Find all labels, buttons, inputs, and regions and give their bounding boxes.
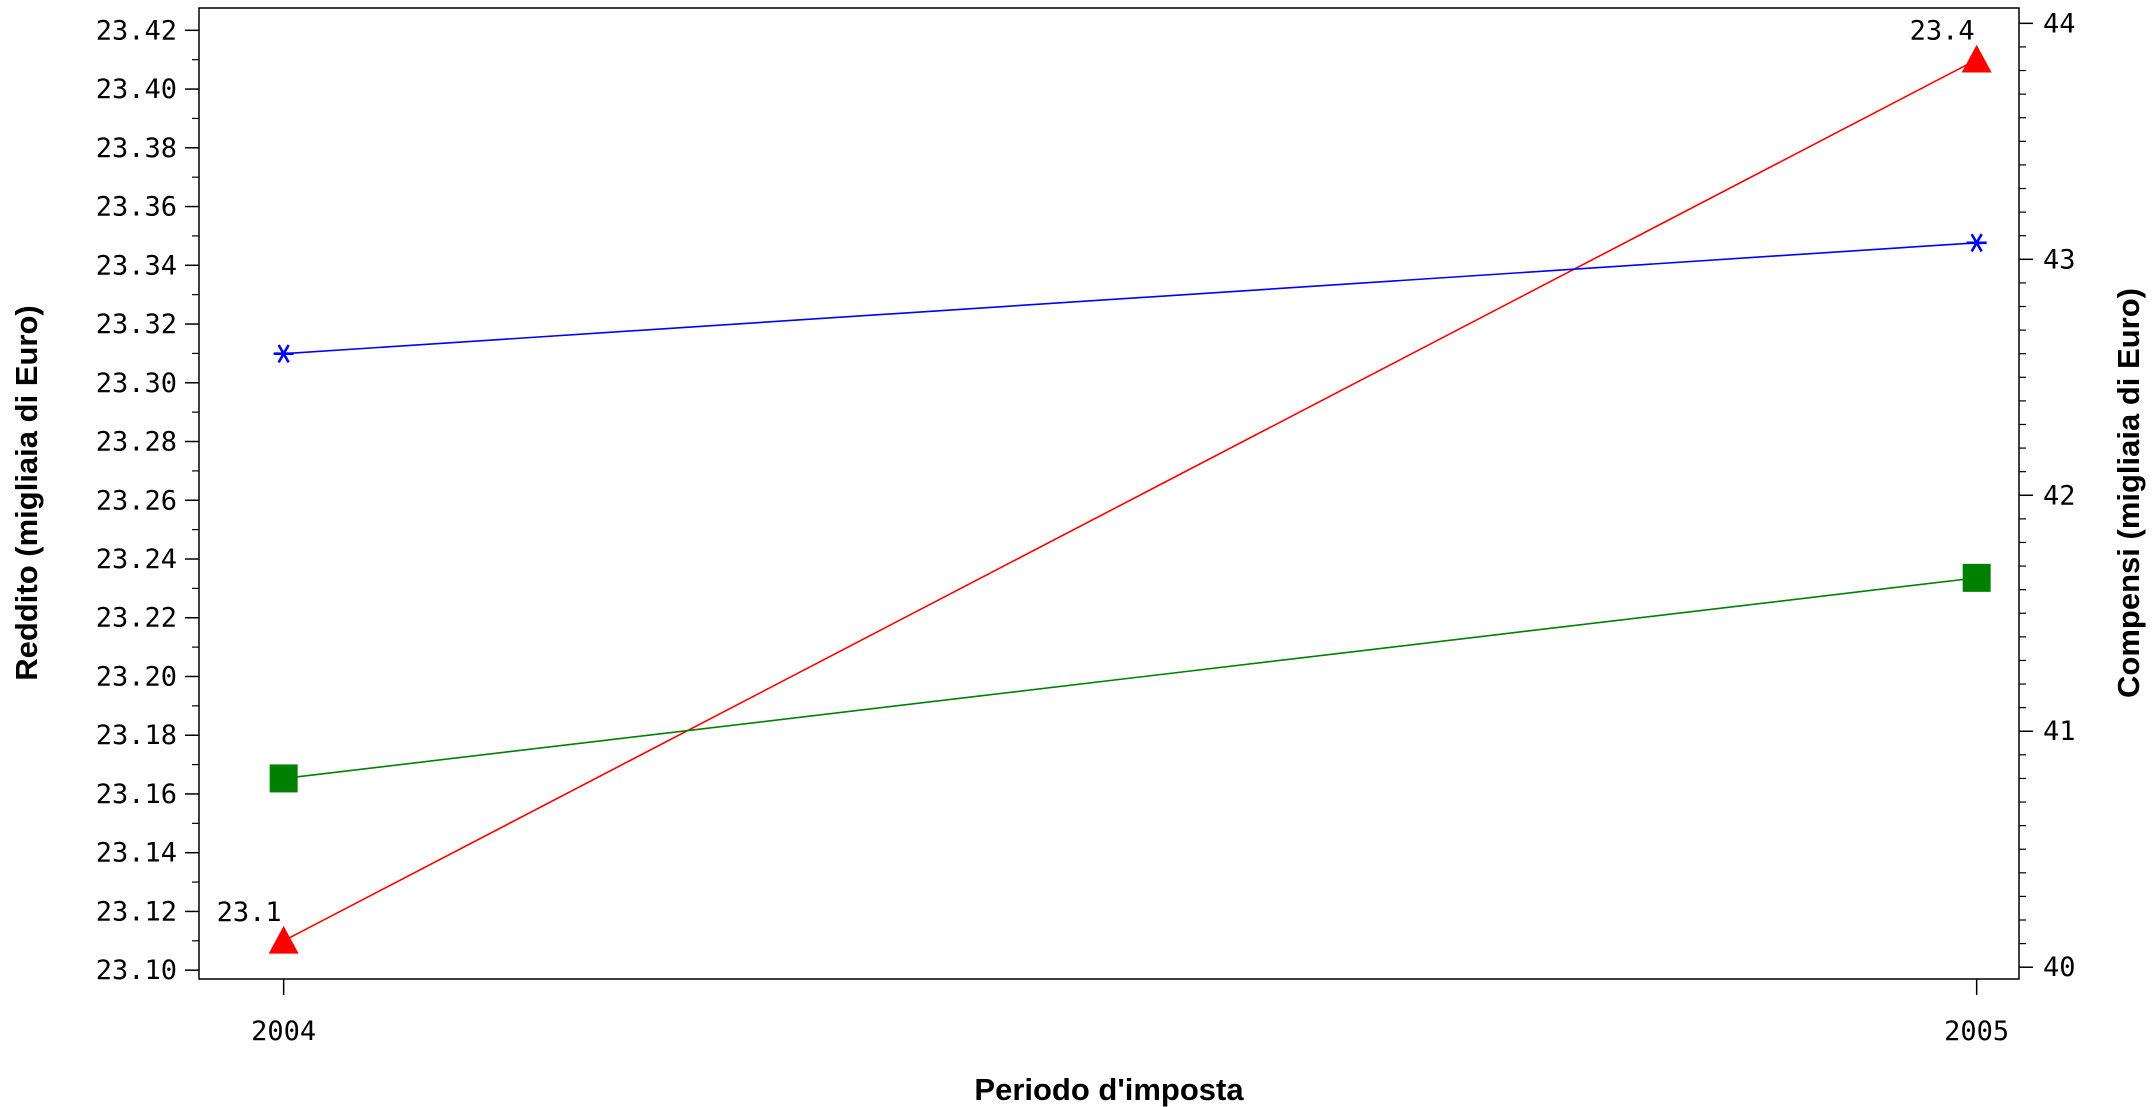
- data-point-square: [1962, 563, 1991, 592]
- y-right-tick-label: 42: [2043, 480, 2076, 511]
- x-tick-label: 2004: [251, 1016, 316, 1047]
- y-left-tick-label: 23.18: [96, 720, 177, 751]
- plot-frame: [198, 7, 2020, 980]
- y-left-tick-label: 23.24: [96, 544, 177, 575]
- y-left-tick-label: 23.10: [96, 955, 177, 986]
- x-tick-label: 2005: [1944, 1016, 2009, 1047]
- y-left-tick-label: 23.16: [96, 779, 177, 810]
- data-point-square: [269, 764, 298, 793]
- y-axis-left-title: Reddito (migliaia di Euro): [9, 305, 44, 680]
- y-right-tick-label: 43: [2043, 244, 2076, 275]
- data-label: 23.1: [217, 897, 282, 928]
- y-left-tick-label: 23.42: [96, 15, 177, 46]
- y-left-tick-label: 23.20: [96, 661, 177, 692]
- data-point-triangle: [268, 925, 299, 954]
- y-left-tick-label: 23.28: [96, 427, 177, 458]
- series-layer: 23.1 23.4: [217, 16, 1992, 954]
- series-line: [283, 58, 1978, 942]
- y-right-tick-label: 41: [2043, 716, 2076, 747]
- y-left-tick-label: 23.36: [96, 192, 177, 223]
- y-axis-right: 40 41 42 43 44: [2019, 8, 2076, 983]
- y-left-tick-label: 23.26: [96, 485, 177, 516]
- data-point-asterisk: [1966, 233, 1987, 253]
- x-axis-title: Periodo d'imposta: [974, 1072, 1244, 1107]
- y-right-tick-label: 44: [2043, 8, 2076, 39]
- series-line: [283, 577, 1977, 780]
- y-left-tick-label: 23.38: [96, 133, 177, 164]
- data-point-asterisk: [273, 344, 294, 364]
- y-left-tick-label: 23.32: [96, 309, 177, 340]
- y-right-tick-label: 40: [2043, 952, 2076, 983]
- y-left-tick-label: 23.12: [96, 896, 177, 927]
- y-left-tick-label: 23.22: [96, 603, 177, 634]
- data-label: 23.4: [1910, 16, 1975, 47]
- x-axis: 2004 2005: [251, 979, 2009, 1047]
- y-left-tick-label: 23.34: [96, 250, 177, 281]
- y-left-tick-label: 23.14: [96, 838, 177, 869]
- y-left-tick-label: 23.40: [96, 74, 177, 105]
- y-axis-right-title: Compensi (migliaia di Euro): [2111, 288, 2146, 698]
- series-line: [283, 241, 1977, 355]
- y-axis-left: 23.10 23.12 23.14 23.16 23.18 23.20 23.22 23.24…: [96, 15, 199, 986]
- data-point-triangle: [1961, 44, 1992, 73]
- y-left-tick-label: 23.30: [96, 368, 177, 399]
